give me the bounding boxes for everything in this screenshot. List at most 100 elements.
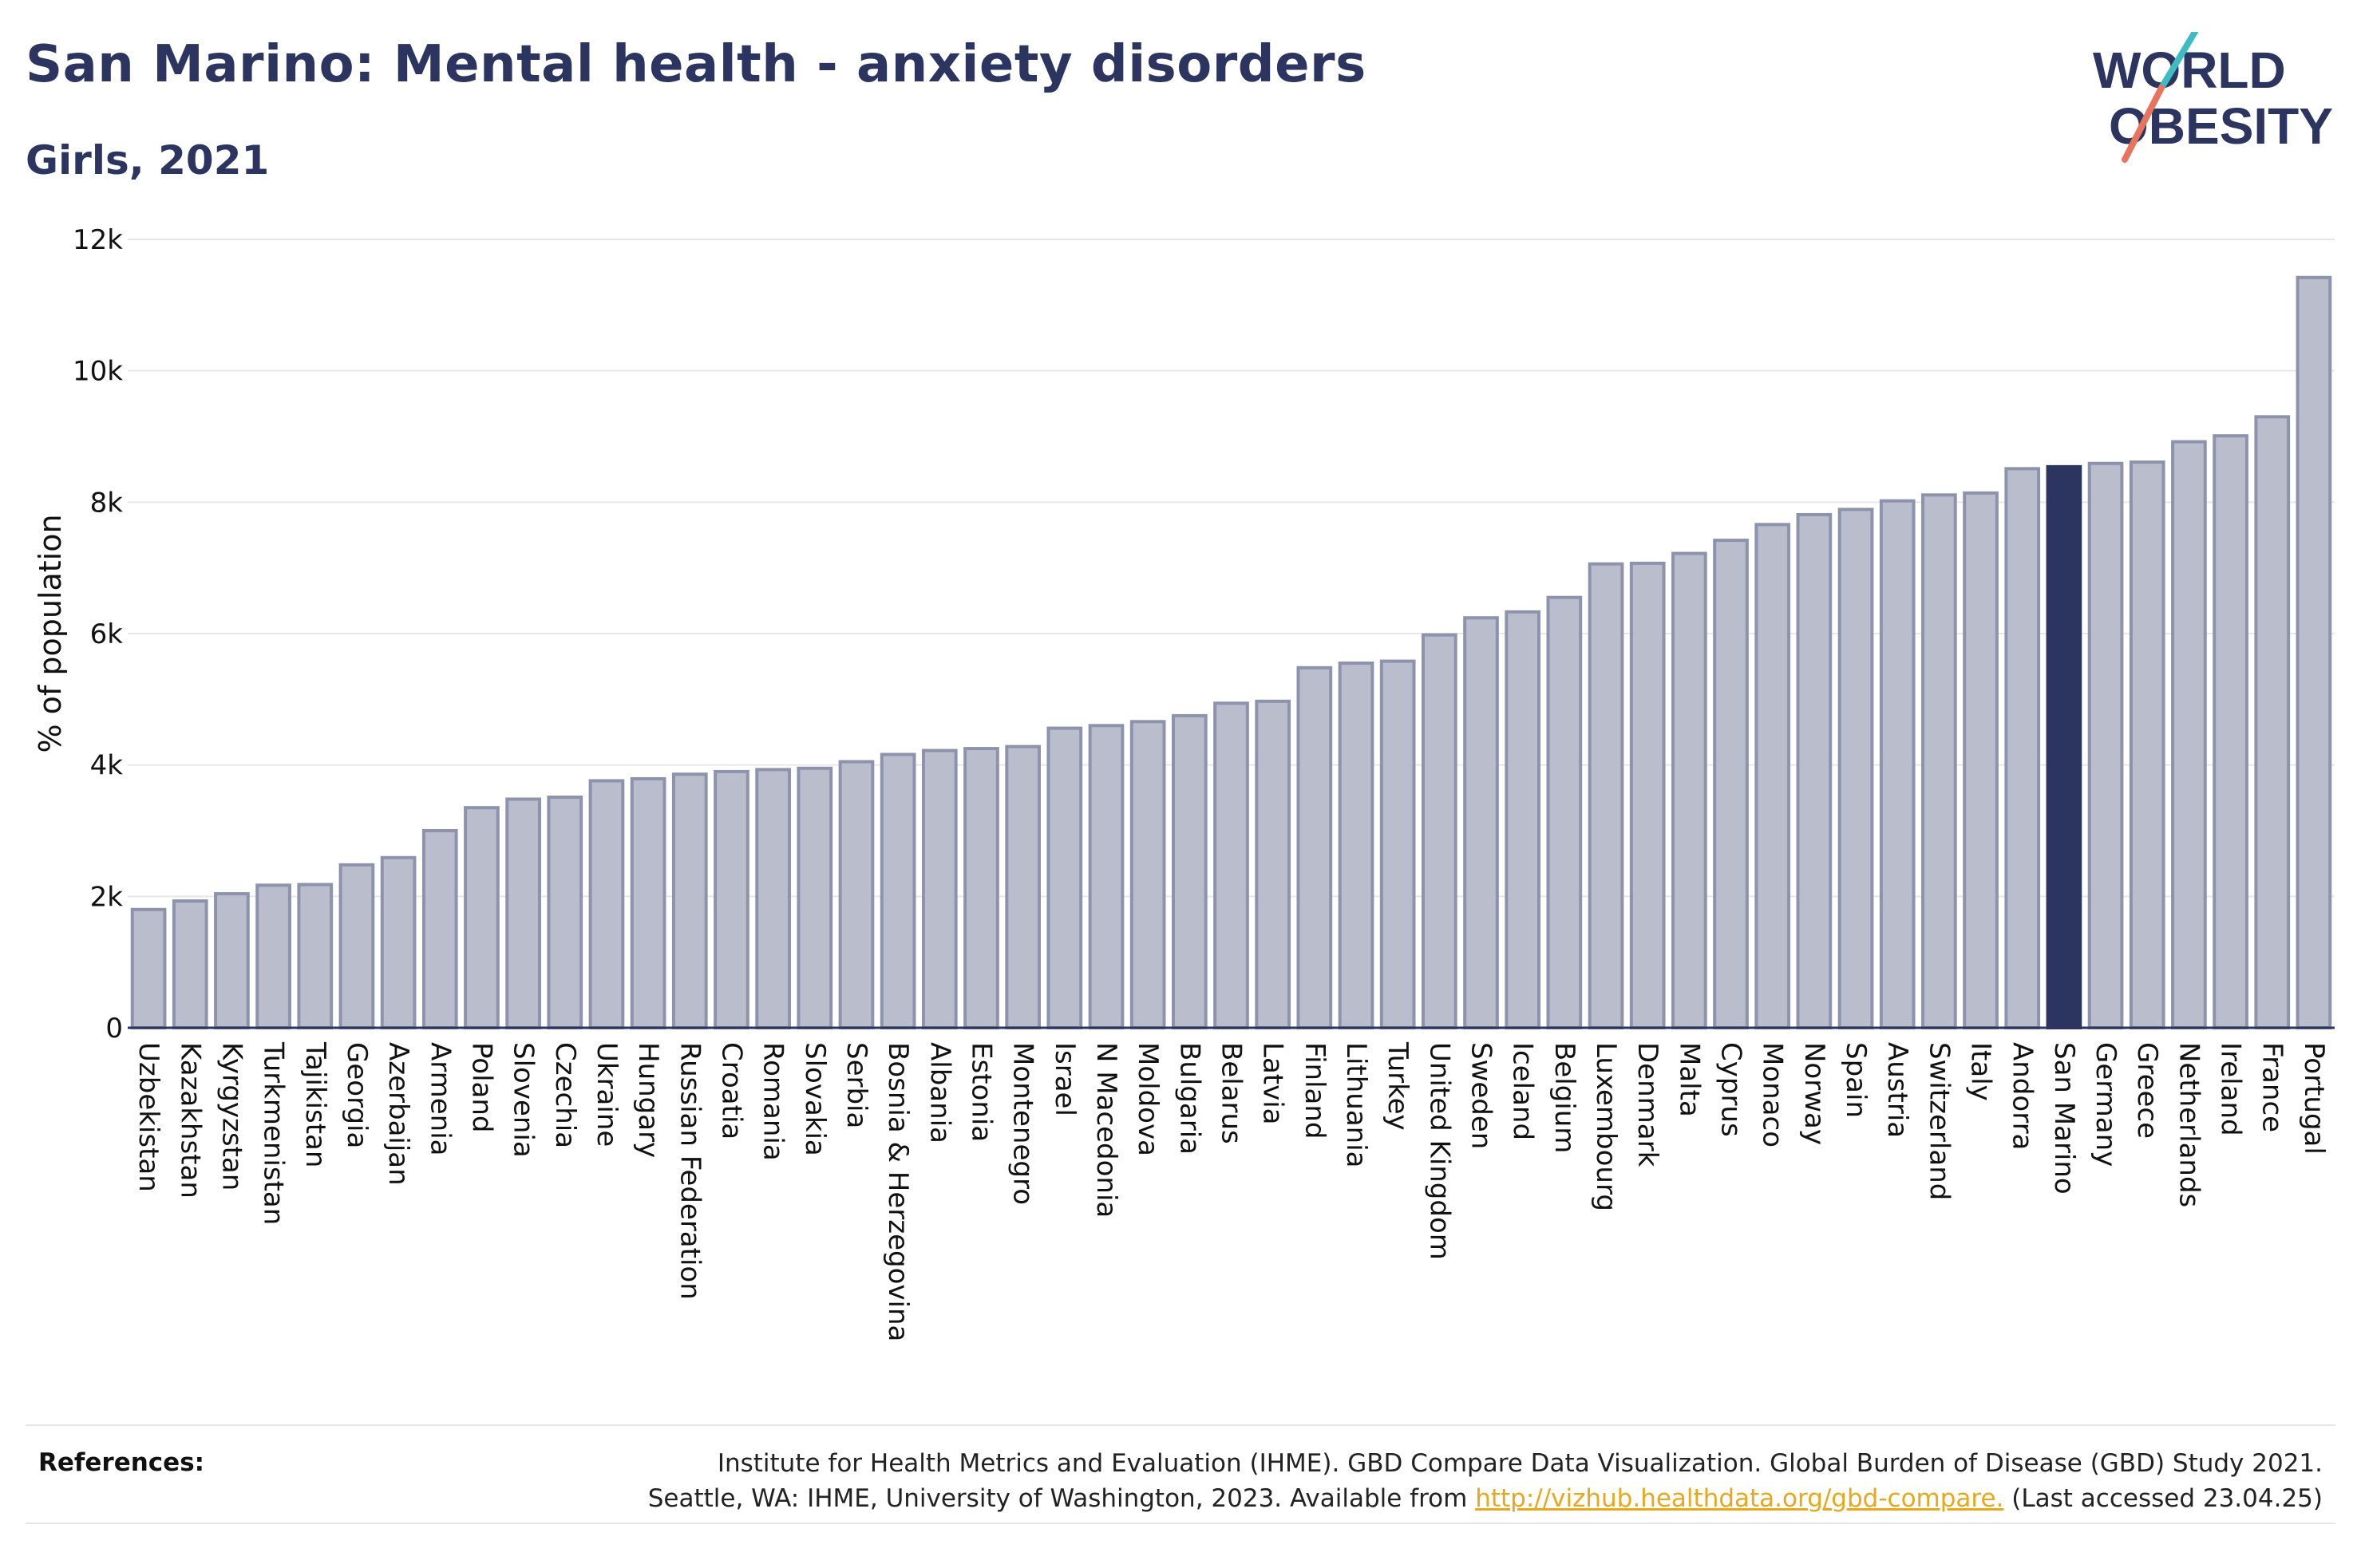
bar bbox=[464, 806, 500, 1030]
x-tick-label: Ukraine bbox=[591, 1042, 623, 1147]
chart-subtitle: Girls, 2021 bbox=[26, 137, 270, 184]
x-tick-label: Luxembourg bbox=[1590, 1042, 1622, 1211]
x-tick-label: San Marino bbox=[2048, 1042, 2080, 1195]
x-tick-label: Turkey bbox=[1382, 1041, 1414, 1131]
y-tick-label: 10k bbox=[73, 356, 123, 388]
bar bbox=[1796, 512, 1833, 1029]
y-tick-label: 2k bbox=[90, 881, 124, 913]
x-tick-label: Russian Federation bbox=[674, 1042, 706, 1300]
x-tick-label: Albania bbox=[923, 1042, 955, 1143]
logo-line2: OBESITY bbox=[2109, 97, 2333, 155]
bar bbox=[2004, 467, 2041, 1029]
bar bbox=[671, 772, 708, 1030]
reference-line-2-text: Seattle, WA: IHME, University of Washing… bbox=[647, 1484, 1476, 1513]
bar bbox=[2213, 434, 2248, 1029]
bar bbox=[1255, 699, 1291, 1029]
x-tick-label: Slovenia bbox=[508, 1042, 540, 1158]
bar bbox=[380, 855, 417, 1030]
bar bbox=[2171, 440, 2207, 1029]
x-tick-label: Belarus bbox=[1216, 1042, 1248, 1144]
bar bbox=[630, 776, 666, 1029]
chart-title: San Marino: Mental health - anxiety diso… bbox=[26, 35, 1366, 94]
bar bbox=[2087, 461, 2124, 1029]
x-tick-label: Monaco bbox=[1757, 1042, 1789, 1147]
x-tick-label: Bulgaria bbox=[1173, 1042, 1205, 1155]
bar bbox=[214, 892, 250, 1030]
bar bbox=[2296, 275, 2332, 1029]
bar bbox=[1713, 539, 1749, 1029]
bar-highlighted bbox=[2046, 464, 2082, 1029]
y-tick-label: 4k bbox=[90, 750, 124, 782]
bar bbox=[1296, 666, 1333, 1030]
references-text: Institute for Health Metrics and Evaluat… bbox=[567, 1446, 2323, 1516]
x-tick-label: Bosnia & Herzegovina bbox=[882, 1042, 914, 1341]
x-tick-label: Azerbaijan bbox=[382, 1042, 414, 1186]
bar bbox=[172, 899, 208, 1030]
bar bbox=[2254, 415, 2291, 1029]
y-tick-label: 6k bbox=[90, 618, 124, 650]
bar bbox=[255, 883, 291, 1029]
x-tick-label: Lithuania bbox=[1340, 1042, 1372, 1167]
y-tick-label: 8k bbox=[90, 487, 124, 519]
x-tick-label: Denmark bbox=[1631, 1042, 1663, 1167]
x-tick-label: Uzbekistan bbox=[132, 1042, 164, 1192]
x-tick-label: Spain bbox=[1840, 1042, 1872, 1118]
x-tick-label: Romania bbox=[757, 1042, 789, 1161]
bar bbox=[421, 829, 458, 1029]
y-tick-label: 0 bbox=[105, 1013, 123, 1045]
x-tick-label: Armenia bbox=[424, 1042, 456, 1156]
bar bbox=[1005, 745, 1041, 1029]
x-tick-label: Croatia bbox=[715, 1042, 747, 1139]
x-tick-label: Switzerland bbox=[1923, 1042, 1955, 1200]
bar bbox=[714, 769, 749, 1030]
bar bbox=[297, 883, 334, 1029]
references-label: References: bbox=[38, 1448, 205, 1477]
x-tick-label: Latvia bbox=[1257, 1042, 1289, 1125]
reference-line-1: Institute for Health Metrics and Evaluat… bbox=[717, 1449, 2323, 1478]
x-tick-label: Poland bbox=[465, 1042, 497, 1133]
x-tick-label: Turkmenistan bbox=[258, 1041, 290, 1225]
x-tick-label: N Macedonia bbox=[1090, 1042, 1122, 1218]
x-tick-label: Georgia bbox=[341, 1042, 373, 1148]
bar bbox=[1546, 595, 1583, 1029]
x-tick-label: France bbox=[2256, 1042, 2288, 1132]
bar bbox=[1629, 561, 1666, 1029]
bar bbox=[963, 747, 999, 1029]
y-tick-label: 12k bbox=[73, 224, 123, 256]
bar bbox=[880, 752, 916, 1029]
bar bbox=[1505, 610, 1541, 1029]
bar bbox=[588, 779, 625, 1030]
x-tick-label: Italy bbox=[1965, 1042, 1997, 1101]
bar bbox=[1463, 616, 1499, 1029]
bar bbox=[505, 797, 541, 1029]
x-tick-label: Austria bbox=[1881, 1042, 1913, 1138]
bar bbox=[797, 766, 833, 1029]
logo-line1: WORLD bbox=[2093, 41, 2286, 99]
bar bbox=[1046, 726, 1083, 1029]
bar bbox=[1671, 551, 1707, 1029]
x-tick-label: Ireland bbox=[2215, 1042, 2247, 1136]
bar bbox=[2129, 460, 2165, 1029]
x-tick-label: Germany bbox=[2090, 1042, 2122, 1167]
x-tick-label: Iceland bbox=[1507, 1042, 1539, 1140]
x-tick-label: Czechia bbox=[549, 1042, 581, 1148]
reference-link[interactable]: http://vizhub.healthdata.org/gbd-compare… bbox=[1475, 1484, 2004, 1513]
x-tick-label: Moldova bbox=[1132, 1042, 1164, 1156]
bar bbox=[1837, 508, 1874, 1029]
y-axis-title: % of population bbox=[33, 514, 68, 752]
reference-line-2: Seattle, WA: IHME, University of Washing… bbox=[567, 1481, 2323, 1516]
bar-chart: 0 2k 4k 6k 8k 10k 12k % of population Uzbekistan… bbox=[33, 224, 2335, 1341]
x-tick-label: Netherlands bbox=[2173, 1042, 2205, 1207]
x-tick-label: Belgium bbox=[1548, 1042, 1580, 1153]
x-tick-label: Norway bbox=[1798, 1042, 1830, 1145]
x-tick-label: Kazakhstan bbox=[174, 1042, 206, 1199]
bar bbox=[755, 768, 791, 1029]
x-tick-label: Montenegro bbox=[1007, 1042, 1039, 1205]
bar bbox=[1171, 713, 1208, 1030]
bar bbox=[1379, 659, 1416, 1030]
bar bbox=[1754, 523, 1791, 1029]
world-obesity-logo: WORLD OBESITY bbox=[2093, 32, 2333, 163]
x-tick-label: Greece bbox=[2131, 1042, 2163, 1139]
x-tick-label: Estonia bbox=[965, 1042, 997, 1142]
bar bbox=[1129, 720, 1166, 1029]
